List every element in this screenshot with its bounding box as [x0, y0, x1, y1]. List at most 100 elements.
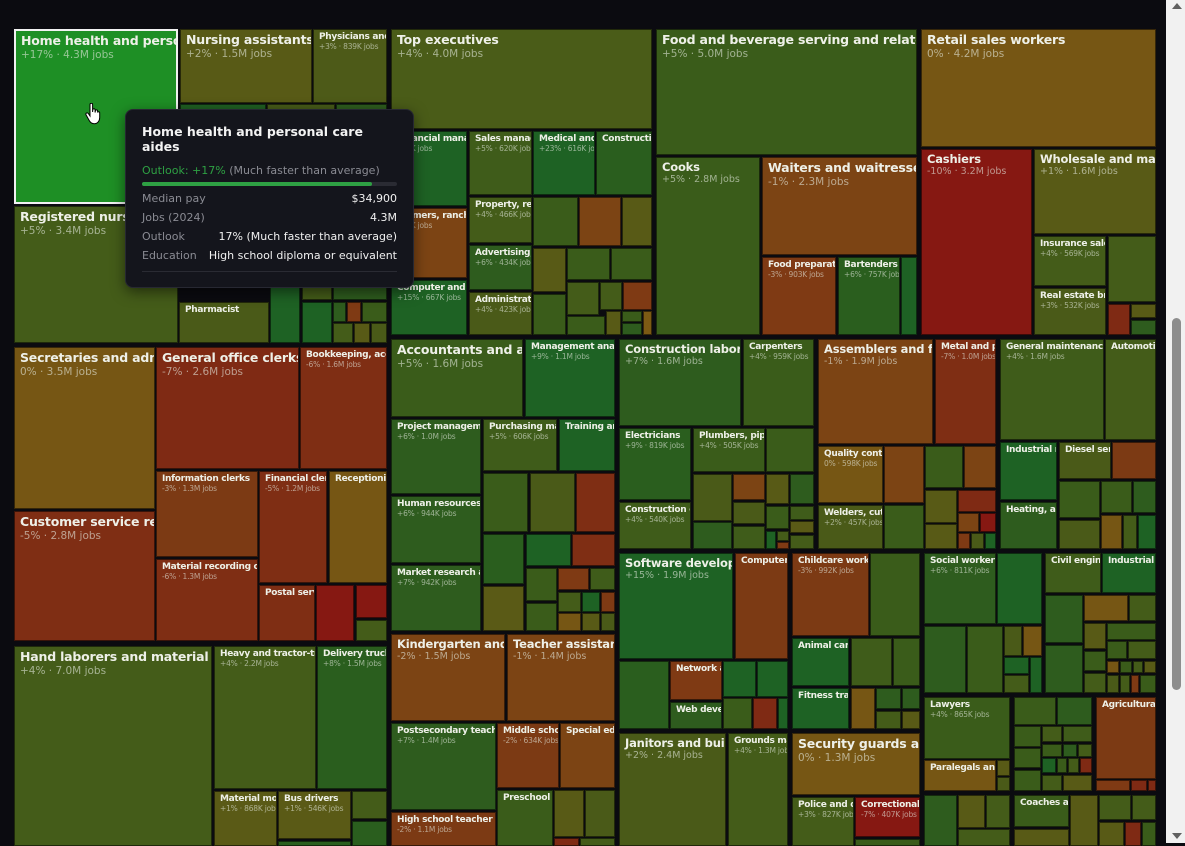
occupation-tile[interactable]: [1107, 641, 1127, 659]
occupation-tile[interactable]: [893, 638, 920, 686]
occupation-tile[interactable]: [1045, 645, 1083, 693]
occupation-tile[interactable]: [693, 522, 732, 549]
occupation-tile[interactable]: Computer and in+15% · 667K jobs: [391, 280, 467, 335]
occupation-tile[interactable]: [533, 294, 566, 335]
occupation-tile[interactable]: [333, 323, 353, 343]
occupation-tile[interactable]: [876, 688, 901, 709]
occupation-tile[interactable]: Accountants and aud+5% · 1.6M jobs: [391, 339, 523, 417]
occupation-tile[interactable]: Purchasing man+5% · 606K jobs: [483, 419, 557, 471]
occupation-tile[interactable]: [693, 474, 732, 521]
occupation-tile[interactable]: [533, 248, 566, 292]
occupation-tile[interactable]: [790, 506, 814, 520]
occupation-tile[interactable]: [622, 323, 642, 335]
occupation-tile[interactable]: [753, 698, 777, 729]
occupation-tile[interactable]: Waiters and waitresses -1% · 2.3M jobs: [762, 157, 917, 255]
occupation-tile[interactable]: [567, 248, 610, 280]
occupation-tile[interactable]: [1045, 595, 1083, 643]
occupation-tile[interactable]: [1125, 822, 1141, 846]
occupation-tile[interactable]: [1068, 758, 1079, 773]
occupation-tile[interactable]: [622, 311, 642, 322]
occupation-tile[interactable]: [643, 311, 652, 335]
occupation-tile[interactable]: Correctional -7% · 407K jobs: [855, 797, 920, 837]
occupation-tile[interactable]: [902, 688, 920, 709]
occupation-tile[interactable]: [526, 568, 557, 601]
occupation-tile[interactable]: Construction laborer+7% · 1.6M jobs: [619, 339, 741, 426]
occupation-tile[interactable]: Medical and h+23% · 616K jo: [533, 131, 595, 195]
occupation-tile[interactable]: Food and beverage serving and related wo…: [656, 29, 917, 155]
occupation-tile[interactable]: [1131, 675, 1139, 693]
occupation-tile[interactable]: General maintenanc +4% · 1.6M jobs: [1000, 339, 1104, 440]
occupation-tile[interactable]: [925, 490, 957, 523]
occupation-tile[interactable]: [1078, 744, 1092, 757]
occupation-tile[interactable]: [1042, 744, 1062, 757]
occupation-tile[interactable]: [558, 568, 589, 590]
occupation-tile[interactable]: [585, 790, 615, 837]
occupation-tile[interactable]: Heating, air: [1000, 502, 1057, 549]
occupation-tile[interactable]: Material mov+1% · 868K job: [214, 791, 277, 846]
occupation-tile[interactable]: Teacher assistants-1% · 1.4M jobs: [507, 634, 615, 721]
occupation-tile[interactable]: [723, 661, 756, 697]
occupation-tile[interactable]: Training and: [559, 419, 615, 471]
occupation-tile[interactable]: [601, 592, 615, 612]
occupation-tile[interactable]: [582, 613, 600, 631]
occupation-tile[interactable]: Industrial m: [1000, 442, 1057, 500]
occupation-tile[interactable]: [1144, 661, 1156, 673]
occupation-tile[interactable]: [997, 553, 1042, 624]
occupation-tile[interactable]: Welders, cutte+2% · 457K jobs: [818, 505, 883, 549]
occupation-tile[interactable]: Advertising, p+6% · 434K job: [469, 245, 532, 290]
occupation-tile[interactable]: Web devel: [670, 702, 722, 729]
occupation-tile[interactable]: Pharmacist: [179, 302, 269, 343]
occupation-tile[interactable]: [924, 795, 957, 846]
occupation-tile[interactable]: [579, 197, 621, 246]
occupation-tile[interactable]: [986, 795, 1010, 828]
occupation-tile[interactable]: [601, 613, 615, 631]
occupation-tile[interactable]: [1042, 726, 1062, 742]
occupation-tile[interactable]: Constructio: [596, 131, 652, 195]
occupation-tile[interactable]: [356, 585, 387, 618]
occupation-tile[interactable]: [611, 248, 652, 280]
occupation-tile[interactable]: [1131, 304, 1156, 318]
occupation-tile[interactable]: Bartenders +6% · 757K job: [838, 257, 900, 335]
occupation-tile[interactable]: [870, 553, 920, 636]
occupation-tile[interactable]: Fitness train: [792, 688, 849, 729]
occupation-tile[interactable]: [766, 474, 789, 504]
occupation-tile[interactable]: Agricultural: [1096, 697, 1156, 779]
occupation-tile[interactable]: [733, 526, 765, 549]
occupation-tile[interactable]: General office clerks -7% · 2.6M jobs: [156, 347, 299, 469]
occupation-tile[interactable]: [1120, 675, 1130, 693]
occupation-tile[interactable]: [723, 698, 752, 729]
occupation-tile[interactable]: [619, 661, 669, 729]
occupation-tile[interactable]: [483, 473, 528, 532]
occupation-tile[interactable]: [371, 323, 387, 343]
occupation-tile[interactable]: Lawyers +4% · 865K jobs: [924, 697, 1010, 759]
occupation-tile[interactable]: [333, 302, 346, 322]
occupation-tile[interactable]: [580, 838, 615, 846]
occupation-tile[interactable]: [1131, 320, 1156, 335]
occupation-tile[interactable]: Software developers+15% · 1.9M jobs: [619, 553, 733, 659]
occupation-tile[interactable]: [1148, 780, 1156, 791]
occupation-tile[interactable]: [876, 711, 901, 729]
occupation-tile[interactable]: [924, 626, 966, 693]
occupation-tile[interactable]: [980, 513, 996, 532]
occupation-tile[interactable]: [1107, 661, 1119, 673]
occupation-tile[interactable]: Animal care: [792, 638, 849, 686]
occupation-tile[interactable]: Bookkeeping, acco-6% · 1.6M jobs: [300, 347, 387, 469]
occupation-tile[interactable]: [1059, 481, 1100, 518]
occupation-tile[interactable]: [1084, 673, 1106, 693]
occupation-tile[interactable]: [1057, 697, 1092, 725]
occupation-tile[interactable]: [958, 490, 996, 512]
occupation-tile[interactable]: [1014, 726, 1041, 747]
occupation-tile[interactable]: [572, 534, 615, 566]
occupation-tile[interactable]: [967, 626, 1003, 693]
occupation-tile[interactable]: [558, 613, 581, 631]
occupation-tile[interactable]: Delivery truck d+8% · 1.5M jobs: [317, 646, 387, 789]
occupation-tile[interactable]: Bus drivers +1% · 546K jobs: [278, 791, 351, 839]
occupation-tile[interactable]: [533, 197, 578, 246]
occupation-tile[interactable]: [567, 316, 605, 335]
occupation-tile[interactable]: [884, 446, 924, 503]
occupation-tile[interactable]: [757, 661, 788, 697]
occupation-tile[interactable]: [1084, 623, 1106, 649]
occupation-tile[interactable]: [958, 533, 970, 549]
occupation-tile[interactable]: [526, 534, 571, 566]
occupation-tile[interactable]: [1107, 675, 1119, 693]
